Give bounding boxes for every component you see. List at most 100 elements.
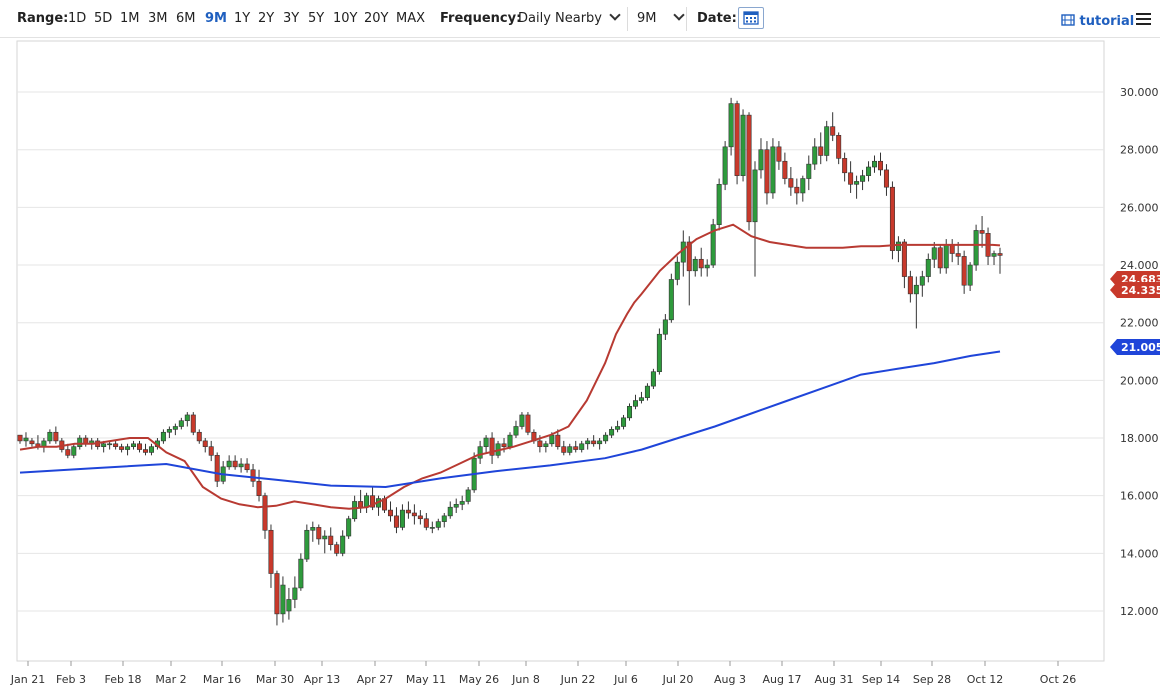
- candle: [125, 443, 131, 456]
- range-2y[interactable]: 2Y: [258, 11, 275, 26]
- svg-text:21.005: 21.005: [1121, 341, 1160, 354]
- period-dropdown[interactable]: 9M: [637, 9, 685, 26]
- x-tick-label: Oct 26: [1040, 673, 1077, 686]
- candle: [698, 247, 704, 277]
- calendar-button[interactable]: [738, 7, 764, 29]
- candle: [274, 570, 280, 626]
- range-6m[interactable]: 6M: [176, 11, 196, 26]
- candle: [286, 587, 292, 620]
- candle: [429, 521, 435, 534]
- candle: [453, 498, 459, 513]
- candle: [196, 429, 202, 444]
- short-ma-line: [19, 223, 1001, 510]
- range-3m[interactable]: 3M: [148, 11, 168, 26]
- x-tick-label: Apr 13: [304, 673, 341, 686]
- frequency-dropdown[interactable]: Daily Nearby: [518, 9, 621, 26]
- candle: [525, 412, 531, 436]
- candle: [925, 253, 931, 283]
- toolbar-divider: [627, 7, 628, 31]
- range-9m[interactable]: 9M: [205, 11, 227, 26]
- range-5y[interactable]: 5Y: [308, 11, 325, 26]
- candle: [913, 276, 919, 329]
- x-tick-label: Feb 3: [56, 673, 86, 686]
- range-20y[interactable]: 20Y: [364, 11, 389, 26]
- candle: [632, 394, 638, 410]
- candle: [740, 109, 746, 182]
- candle: [304, 524, 310, 562]
- candle: [794, 178, 800, 205]
- x-tick-label: Aug 17: [763, 673, 802, 686]
- candle: [555, 429, 561, 450]
- candle: [573, 440, 579, 453]
- candle: [662, 314, 668, 340]
- range-10y[interactable]: 10Y: [333, 11, 358, 26]
- x-tick-label: Jan 21: [10, 673, 45, 686]
- range-3y[interactable]: 3Y: [283, 11, 300, 26]
- svg-text:24.335: 24.335: [1121, 284, 1160, 297]
- x-tick-label: Jul 6: [613, 673, 638, 686]
- menu-icon[interactable]: [1136, 13, 1151, 25]
- range-5d[interactable]: 5D: [94, 11, 113, 26]
- candle: [603, 432, 609, 444]
- candle: [752, 161, 758, 277]
- candle: [423, 512, 429, 531]
- candle: [961, 250, 967, 294]
- range-1m[interactable]: 1M: [120, 11, 140, 26]
- candle: [501, 438, 507, 453]
- range-max[interactable]: MAX: [396, 11, 426, 26]
- candle: [65, 443, 71, 459]
- candle: [137, 440, 143, 453]
- tutorial-link[interactable]: tutorial: [1061, 14, 1134, 29]
- candle: [119, 443, 125, 453]
- candle: [710, 218, 716, 268]
- candle: [638, 391, 644, 404]
- candle: [405, 501, 411, 519]
- candle: [650, 368, 656, 390]
- candle: [585, 438, 591, 450]
- x-tick-label: Jun 22: [560, 673, 596, 686]
- y-tick-label: 24.000: [1120, 259, 1159, 272]
- candle: [214, 452, 220, 488]
- candle: [47, 429, 53, 444]
- candles: [17, 97, 1003, 626]
- candle: [579, 440, 585, 453]
- x-tick-label: Apr 27: [357, 673, 394, 686]
- y-tick-label: 22.000: [1120, 317, 1159, 330]
- candle: [597, 438, 603, 450]
- candle: [411, 504, 417, 525]
- y-tick-label: 16.000: [1120, 490, 1159, 503]
- candle: [184, 412, 190, 427]
- candle: [113, 440, 119, 450]
- candle: [979, 216, 985, 248]
- candle: [310, 521, 316, 542]
- candle: [806, 155, 812, 191]
- candle: [441, 512, 447, 528]
- candle: [328, 527, 334, 551]
- candle: [997, 247, 1003, 274]
- candle: [256, 469, 262, 502]
- x-tick-label: May 26: [459, 673, 499, 686]
- candle: [848, 161, 854, 193]
- x-tick-label: Oct 12: [967, 673, 1004, 686]
- candle: [627, 403, 633, 421]
- range-1d[interactable]: 1D: [68, 11, 87, 26]
- candle: [782, 152, 788, 185]
- candle: [208, 440, 214, 462]
- candle: [889, 181, 895, 260]
- candle: [656, 328, 662, 375]
- candle: [686, 236, 692, 306]
- x-tick-label: Aug 31: [815, 673, 854, 686]
- candle: [334, 541, 340, 557]
- candle: [280, 576, 286, 623]
- candle: [567, 443, 573, 456]
- x-tick-label: Mar 2: [155, 673, 186, 686]
- candle: [931, 241, 937, 268]
- frequency-value: Daily Nearby: [518, 11, 603, 26]
- candle: [937, 244, 943, 274]
- x-tick-label: Jun 8: [511, 673, 540, 686]
- range-1y[interactable]: 1Y: [234, 11, 251, 26]
- candle: [513, 420, 519, 439]
- candle: [447, 501, 453, 519]
- x-tick-label: Sep 14: [862, 673, 900, 686]
- calendar-icon: [743, 11, 759, 25]
